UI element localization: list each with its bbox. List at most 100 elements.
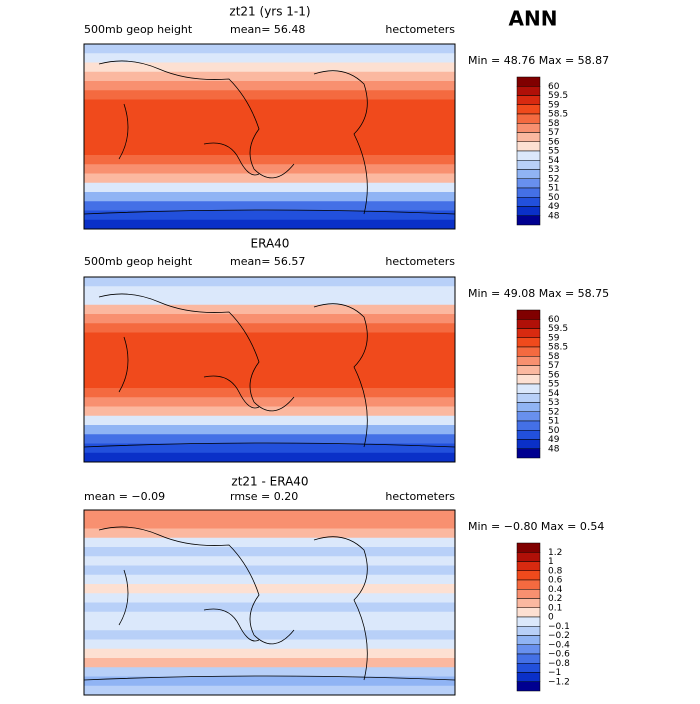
panel-middle-label: rmse = 0.20 xyxy=(230,490,298,503)
map-band xyxy=(84,155,455,165)
map-band xyxy=(84,443,455,454)
colorbar-box xyxy=(516,150,541,161)
map-band xyxy=(84,314,455,324)
panel-right-label: hectometers xyxy=(385,23,455,36)
coastline xyxy=(83,293,456,448)
map-band xyxy=(84,434,455,444)
colorbar-label: 49 xyxy=(548,435,560,445)
min-max-label: Min = 48.76 Max = 58.87 xyxy=(468,54,609,67)
colorbar-box xyxy=(516,356,541,366)
map-band xyxy=(84,565,455,576)
panel-title: zt21 - ERA40 xyxy=(231,475,308,489)
colorbar-label: 0.6 xyxy=(548,576,563,586)
colorbar-box xyxy=(516,132,541,142)
map-band xyxy=(84,388,455,398)
map-band xyxy=(84,667,455,677)
colorbar-box xyxy=(516,570,541,581)
map-band xyxy=(84,286,455,296)
colorbar-label: 49 xyxy=(548,202,560,212)
colorbar-label: 50 xyxy=(548,193,560,203)
panel-left-label: mean = −0.09 xyxy=(84,490,165,503)
colorbar-label: −1.2 xyxy=(548,677,570,687)
colorbar-box xyxy=(516,328,541,338)
colorbar-label: 1 xyxy=(548,557,554,567)
map-band xyxy=(84,452,455,463)
colorbar-label: −0.1 xyxy=(548,622,570,632)
map-band xyxy=(84,108,455,119)
colorbar-label: 57 xyxy=(548,361,559,371)
map-band xyxy=(84,332,455,343)
panel-right-label: hectometers xyxy=(385,255,455,268)
map-band xyxy=(84,630,455,640)
map-band xyxy=(84,574,455,585)
map-band xyxy=(84,621,455,631)
colorbar-box xyxy=(516,439,541,449)
panel-left-label: 500mb geop height xyxy=(84,255,193,268)
colorbar-label: 58 xyxy=(548,119,560,129)
colorbar-box xyxy=(516,598,541,608)
map-band xyxy=(84,136,455,147)
colorbar-box xyxy=(516,542,541,553)
colorbar-box xyxy=(516,319,541,329)
map-band xyxy=(84,510,455,520)
map-band xyxy=(84,648,455,659)
min-max-label: Min = 49.08 Max = 58.75 xyxy=(468,287,609,300)
map-band xyxy=(84,658,455,668)
colorbar-label: 59 xyxy=(548,100,560,110)
map-band xyxy=(84,192,455,202)
colorbar-label: 51 xyxy=(548,417,559,427)
colorbar-label: −1 xyxy=(548,668,561,678)
colorbar-box xyxy=(516,76,541,87)
colorbar-label: 0.2 xyxy=(548,594,562,604)
map-band xyxy=(84,425,455,435)
colorbar-box xyxy=(516,365,541,375)
map-band xyxy=(84,584,455,594)
colorbar-box xyxy=(516,430,541,440)
panel-title: zt21 (yrs 1-1) xyxy=(229,5,310,19)
panel-title: ERA40 xyxy=(251,237,290,251)
colorbar-box xyxy=(516,448,541,459)
colorbar-label: 59.5 xyxy=(548,324,568,334)
colorbar-box xyxy=(516,663,541,673)
colorbar-box xyxy=(516,160,541,170)
colorbar-box xyxy=(516,215,541,226)
panel-middle-label: mean= 56.57 xyxy=(230,255,305,268)
colorbar-label: 48 xyxy=(548,211,560,221)
colorbar-label: 0.8 xyxy=(548,566,563,576)
colorbar-box xyxy=(516,206,541,216)
map-frame xyxy=(83,276,456,463)
map-band xyxy=(84,351,455,361)
colorbar-box xyxy=(516,607,541,618)
colorbar-label: 48 xyxy=(548,444,560,454)
colorbar-label: 54 xyxy=(548,156,560,166)
map-band xyxy=(84,219,455,230)
map-band xyxy=(84,81,455,91)
map-band xyxy=(84,210,455,221)
colorbar-box xyxy=(516,653,541,664)
map-band xyxy=(84,173,455,184)
colorbar-label: 52 xyxy=(548,407,559,417)
colorbar-label: 51 xyxy=(548,184,559,194)
colorbar-box xyxy=(516,337,541,348)
map-band xyxy=(84,201,455,211)
colorbar-label: 0.4 xyxy=(548,585,563,595)
colorbar-label: 56 xyxy=(548,370,560,380)
colorbar-label: 59.5 xyxy=(548,91,568,101)
colorbar-label: 53 xyxy=(548,165,559,175)
panel-right-label: hectometers xyxy=(385,490,455,503)
colorbar-box xyxy=(516,141,541,152)
colorbar-box xyxy=(516,626,541,636)
colorbar-box xyxy=(516,374,541,385)
map-band xyxy=(84,537,455,548)
colorbar-label: 58 xyxy=(548,352,560,362)
map-band xyxy=(84,611,455,622)
colorbar-label: 54 xyxy=(548,389,560,399)
colorbar-box xyxy=(516,420,541,431)
map-band xyxy=(84,341,455,352)
colorbar-box xyxy=(516,635,541,645)
map-frame xyxy=(83,509,456,696)
map-band xyxy=(84,593,455,603)
colorbar-box xyxy=(516,681,541,692)
map-band xyxy=(84,528,455,539)
